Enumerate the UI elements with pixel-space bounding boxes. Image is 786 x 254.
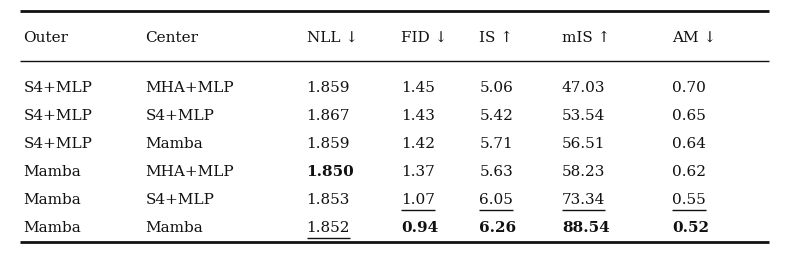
Text: NLL ↓: NLL ↓ [307, 31, 358, 45]
Text: 0.64: 0.64 [672, 136, 706, 150]
Text: 88.54: 88.54 [562, 220, 610, 234]
Text: MHA+MLP: MHA+MLP [145, 164, 234, 178]
Text: Mamba: Mamba [24, 192, 81, 206]
Text: Mamba: Mamba [24, 220, 81, 234]
Text: 0.70: 0.70 [672, 81, 706, 95]
Text: 53.54: 53.54 [562, 108, 605, 122]
Text: MHA+MLP: MHA+MLP [145, 81, 234, 95]
Text: S4+MLP: S4+MLP [145, 108, 215, 122]
Text: 0.94: 0.94 [401, 220, 438, 234]
Text: Mamba: Mamba [145, 136, 203, 150]
Text: 1.850: 1.850 [307, 164, 354, 178]
Text: 1.852: 1.852 [307, 220, 350, 234]
Text: AM ↓: AM ↓ [672, 31, 716, 45]
Text: 5.42: 5.42 [479, 108, 513, 122]
Text: 0.62: 0.62 [672, 164, 706, 178]
Text: 6.05: 6.05 [479, 192, 513, 206]
Text: 1.45: 1.45 [401, 81, 435, 95]
Text: FID ↓: FID ↓ [401, 31, 447, 45]
Text: Mamba: Mamba [24, 164, 81, 178]
Text: 1.859: 1.859 [307, 136, 350, 150]
Text: 1.07: 1.07 [401, 192, 435, 206]
Text: 56.51: 56.51 [562, 136, 605, 150]
Text: mIS ↑: mIS ↑ [562, 31, 611, 45]
Text: S4+MLP: S4+MLP [24, 81, 93, 95]
Text: 73.34: 73.34 [562, 192, 605, 206]
Text: Mamba: Mamba [145, 220, 203, 234]
Text: 47.03: 47.03 [562, 81, 605, 95]
Text: 1.42: 1.42 [401, 136, 435, 150]
Text: 1.43: 1.43 [401, 108, 435, 122]
Text: IS ↑: IS ↑ [479, 31, 513, 45]
Text: Outer: Outer [24, 31, 68, 45]
Text: S4+MLP: S4+MLP [24, 136, 93, 150]
Text: 0.55: 0.55 [672, 192, 706, 206]
Text: 1.859: 1.859 [307, 81, 350, 95]
Text: 1.867: 1.867 [307, 108, 350, 122]
Text: 0.52: 0.52 [672, 220, 709, 234]
Text: 1.37: 1.37 [401, 164, 435, 178]
Text: 1.853: 1.853 [307, 192, 350, 206]
Text: 5.71: 5.71 [479, 136, 513, 150]
Text: S4+MLP: S4+MLP [145, 192, 215, 206]
Text: 5.06: 5.06 [479, 81, 513, 95]
Text: 6.26: 6.26 [479, 220, 516, 234]
Text: S4+MLP: S4+MLP [24, 108, 93, 122]
Text: 58.23: 58.23 [562, 164, 605, 178]
Text: Center: Center [145, 31, 198, 45]
Text: 5.63: 5.63 [479, 164, 513, 178]
Text: 0.65: 0.65 [672, 108, 706, 122]
